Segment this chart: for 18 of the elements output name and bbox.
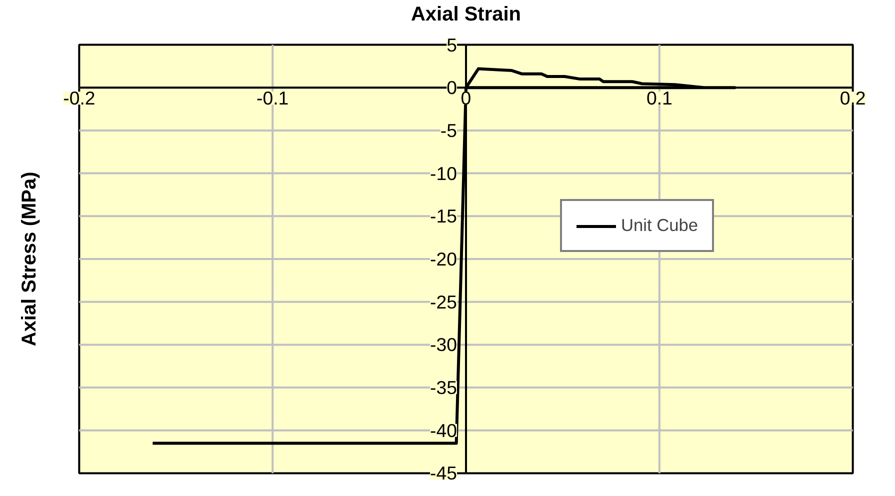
y-tick-label: -5: [440, 120, 458, 141]
y-tick-label: -40: [430, 420, 458, 441]
y-tick-label: -10: [430, 162, 458, 184]
y-tick-label: -35: [430, 377, 458, 398]
x-tick-label: 0.1: [646, 88, 672, 109]
x-tick-label: 0.2: [840, 88, 866, 109]
x-tick-label: -0.1: [256, 88, 289, 109]
legend-label: Unit Cube: [621, 215, 698, 236]
x-axis-title: Axial Strain: [410, 4, 522, 26]
x-tick-label: -0.2: [63, 88, 96, 109]
y-tick-label: -30: [430, 334, 458, 356]
y-tick-label: -20: [430, 248, 458, 270]
y-axis-title: Axial Stress (MPa): [18, 172, 40, 346]
y-tick-label: -25: [430, 291, 458, 312]
y-tick-label: -15: [430, 206, 458, 227]
y-tick-label: 5: [446, 34, 458, 56]
x-tick-label: 0: [460, 88, 472, 109]
y-tick-label: -45: [430, 462, 458, 484]
